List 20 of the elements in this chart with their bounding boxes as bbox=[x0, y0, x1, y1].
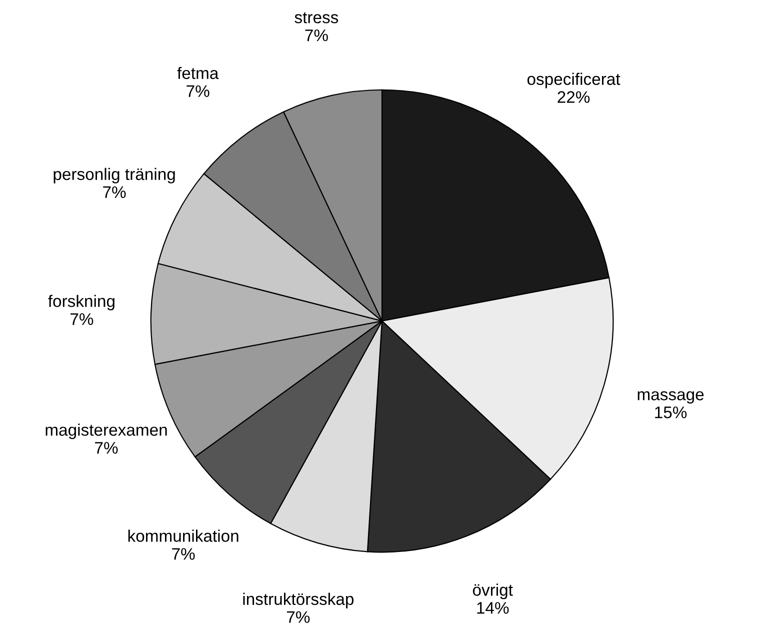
data-label: 7% bbox=[95, 442, 118, 454]
slice-label: massage bbox=[638, 391, 704, 404]
slice-label: personlig träning bbox=[54, 168, 175, 184]
data-label: 14% bbox=[477, 602, 509, 614]
data-label: 7% bbox=[286, 611, 310, 623]
data-label: 15% bbox=[655, 406, 687, 418]
data-label: 7% bbox=[103, 186, 126, 198]
slice-label: stress bbox=[294, 12, 338, 24]
data-label: 7% bbox=[186, 85, 210, 97]
slice-label: instruktörsskap bbox=[243, 592, 354, 608]
slice-label: magisterexamen bbox=[46, 424, 167, 440]
slice-label: forskning bbox=[48, 294, 114, 310]
slice-label: kommunikation bbox=[128, 530, 238, 542]
slice-label: ospecificerat bbox=[527, 72, 620, 88]
data-label: 22% bbox=[558, 91, 590, 103]
data-label: 7% bbox=[70, 313, 94, 325]
slice-label: fetma bbox=[177, 66, 219, 80]
data-label: 7% bbox=[172, 548, 195, 560]
data-label: 7% bbox=[305, 30, 328, 42]
slice-label: övrigt bbox=[472, 584, 513, 600]
